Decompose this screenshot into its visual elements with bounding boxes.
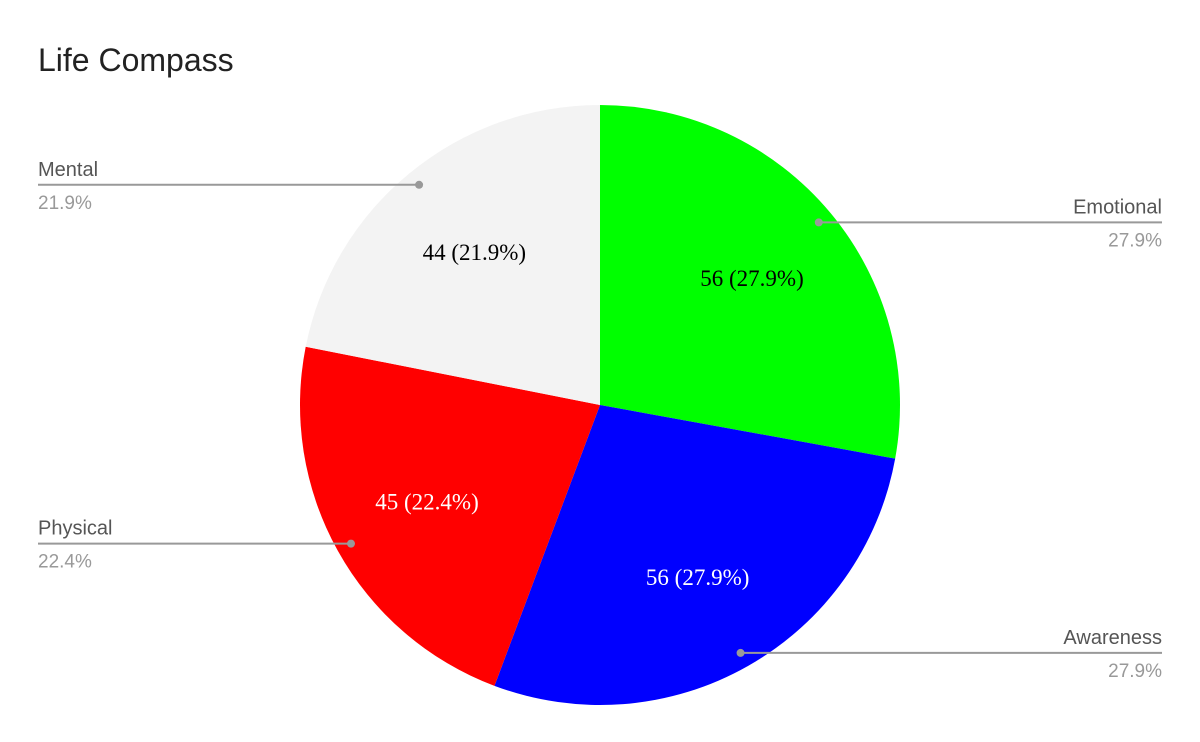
leader-dot [736,648,745,657]
pie-slice [300,346,600,686]
leader-dot [814,218,823,227]
percent-label: 27.9% [1108,661,1162,682]
pie-slice [494,405,896,705]
legend-label: Emotional [1073,196,1162,218]
slice-label: 56 (27.9%) [646,565,749,590]
pie-slice [600,105,901,459]
slice-label: 44 (21.9%) [423,240,526,265]
leader-dot [415,180,424,189]
legend-label: Mental [38,159,98,181]
percent-label: 27.9% [1108,230,1162,251]
leader-dot [346,539,355,548]
slice-label: 45 (22.4%) [375,489,478,514]
legend-label: Awareness [1063,627,1162,649]
percent-label: 21.9% [38,193,92,214]
legend-label: Physical [38,518,112,540]
chart-title: Life Compass [38,42,234,78]
slice-label: 56 (27.9%) [700,266,803,291]
pie-slice [305,105,600,405]
percent-label: 22.4% [38,552,92,573]
